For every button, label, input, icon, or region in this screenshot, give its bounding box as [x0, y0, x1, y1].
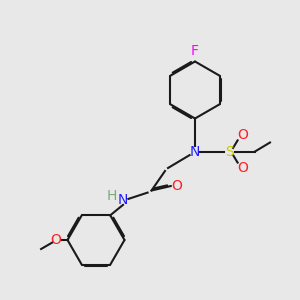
Text: H: H: [106, 189, 117, 203]
Text: N: N: [190, 145, 200, 158]
Text: O: O: [238, 128, 248, 142]
Text: O: O: [171, 179, 182, 193]
Text: O: O: [238, 161, 248, 175]
Text: F: F: [191, 44, 199, 58]
Text: N: N: [118, 193, 128, 206]
Text: O: O: [51, 233, 62, 247]
Text: S: S: [225, 145, 234, 158]
